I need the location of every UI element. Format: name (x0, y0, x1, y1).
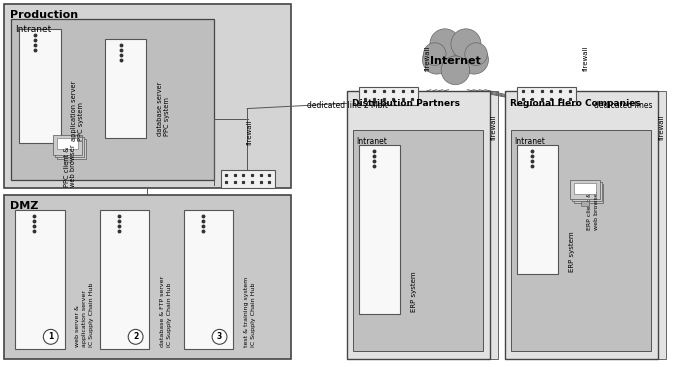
Text: PPC system: PPC system (164, 98, 170, 137)
Bar (55, 137, 84, 157)
Text: Production: Production (10, 10, 78, 20)
Bar (184, 210, 233, 349)
Text: web browser: web browser (594, 189, 599, 230)
Bar (15, 210, 65, 349)
Bar (510, 130, 651, 351)
Bar (351, 91, 494, 359)
Text: application server: application server (82, 290, 87, 347)
Text: Regional Hero Companies: Regional Hero Companies (510, 99, 640, 108)
Circle shape (424, 43, 446, 65)
Text: 3: 3 (217, 333, 222, 341)
Bar (100, 210, 149, 349)
Text: database & FTP server: database & FTP server (160, 276, 165, 347)
Text: firewall: firewall (658, 115, 665, 140)
Bar (105, 39, 147, 138)
Circle shape (465, 43, 487, 65)
Bar (359, 145, 400, 314)
Circle shape (43, 330, 58, 344)
Bar (353, 130, 483, 351)
Text: web browser: web browser (70, 144, 76, 187)
Text: DMZ: DMZ (10, 201, 39, 211)
Text: firewall: firewall (247, 120, 253, 145)
Bar (19, 29, 61, 143)
Bar (57, 138, 78, 149)
Text: ERP system: ERP system (411, 271, 417, 312)
Text: firewall: firewall (425, 46, 431, 71)
Bar (359, 87, 418, 105)
Circle shape (430, 29, 460, 59)
Bar (64, 157, 72, 162)
Bar (572, 182, 602, 201)
Text: dedicated line 2 Mbit: dedicated line 2 Mbit (308, 101, 388, 110)
Bar (4, 4, 291, 188)
Bar (53, 135, 82, 155)
Bar (11, 19, 214, 180)
Bar (574, 184, 604, 203)
Bar (220, 170, 275, 188)
Text: 1: 1 (48, 333, 53, 341)
Text: IC Supply Chain Hub: IC Supply Chain Hub (89, 282, 94, 347)
Text: test & training system: test & training system (243, 276, 249, 347)
Text: Distribution Partners: Distribution Partners (352, 99, 460, 108)
Text: Intranet: Intranet (357, 137, 387, 146)
Text: firewall: firewall (583, 46, 589, 71)
Circle shape (422, 46, 451, 74)
Text: PPC system: PPC system (78, 102, 84, 141)
Bar (516, 145, 558, 274)
Text: web server &: web server & (75, 305, 80, 347)
Bar (355, 91, 498, 359)
Text: IC Supply Chain Hub: IC Supply Chain Hub (251, 282, 256, 347)
Text: database server: database server (158, 82, 164, 137)
Bar (512, 91, 666, 359)
Bar (516, 87, 576, 105)
Text: Internet: Internet (430, 56, 481, 66)
Bar (505, 91, 658, 359)
Circle shape (441, 56, 470, 85)
Circle shape (460, 46, 489, 74)
Bar (570, 180, 600, 199)
Bar (581, 201, 589, 206)
Bar (57, 139, 87, 159)
Bar (347, 91, 490, 359)
Text: application server: application server (72, 81, 78, 141)
Circle shape (451, 29, 481, 59)
Bar (347, 91, 490, 359)
Bar (574, 183, 596, 194)
Circle shape (128, 330, 143, 344)
Text: ERP client &: ERP client & (587, 192, 592, 230)
Circle shape (434, 34, 477, 78)
Text: ERP system: ERP system (569, 232, 575, 272)
Text: Intranet: Intranet (514, 137, 546, 146)
Text: dedicated lines: dedicated lines (594, 101, 652, 110)
Text: firewall: firewall (491, 115, 497, 140)
Text: IC Supply Chain Hub: IC Supply Chain Hub (167, 282, 172, 347)
Text: Intranet: Intranet (15, 25, 51, 34)
Text: 2: 2 (133, 333, 139, 341)
Bar (4, 195, 291, 359)
Bar (505, 91, 658, 359)
Text: PPC client &: PPC client & (64, 146, 70, 187)
Circle shape (212, 330, 227, 344)
Bar (509, 91, 662, 359)
